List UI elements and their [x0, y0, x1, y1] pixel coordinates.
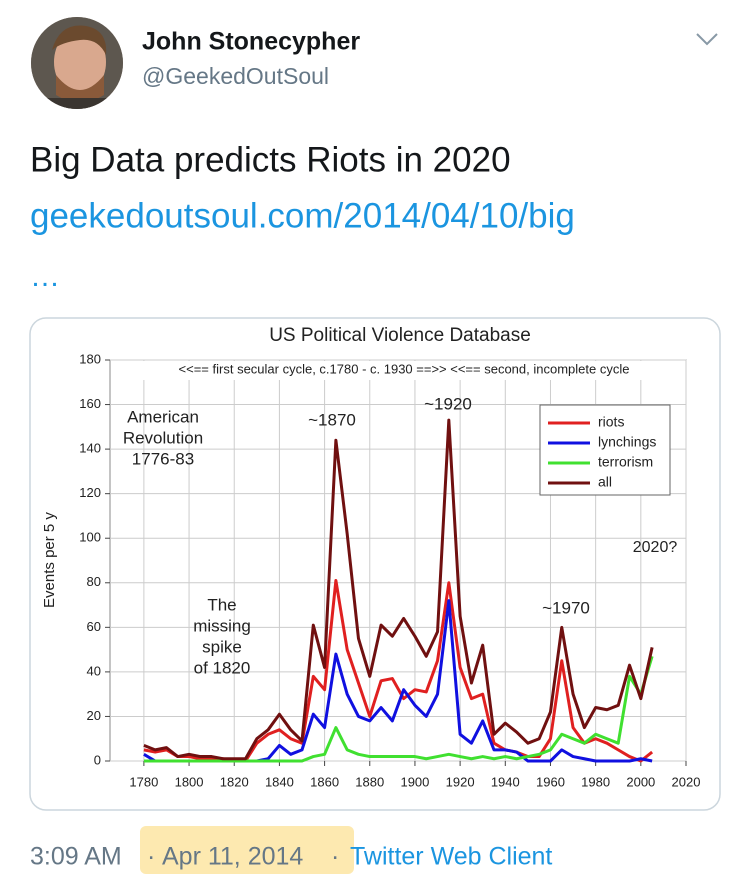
x-tick-label: 2020 [672, 774, 701, 789]
y-tick-label: 180 [79, 351, 101, 366]
separator: · [147, 843, 155, 871]
avatar[interactable] [30, 15, 125, 118]
y-tick-label: 40 [87, 663, 101, 678]
x-tick-label: 1860 [310, 774, 339, 789]
annotation: ~1870 [308, 410, 356, 429]
author-handle[interactable]: @GeekedOutSoul [142, 63, 329, 89]
tweet-text: Big Data predicts Riots in 2020 [30, 140, 511, 179]
annotation: spike [202, 637, 242, 656]
legend-label: riots [598, 414, 624, 430]
link-ellipsis[interactable]: … [30, 260, 60, 293]
annotation: American [127, 407, 199, 426]
y-tick-label: 100 [79, 530, 101, 545]
y-tick-label: 0 [94, 752, 101, 767]
legend-label: terrorism [598, 454, 653, 470]
y-tick-label: 120 [79, 485, 101, 500]
x-tick-label: 1800 [175, 774, 204, 789]
date-highlight [140, 826, 354, 874]
menu-caret[interactable] [696, 33, 718, 46]
x-tick-label: 1920 [446, 774, 475, 789]
x-tick-label: 1900 [400, 774, 429, 789]
y-tick-label: 140 [79, 441, 101, 456]
tweet-date: Apr 11, 2014 [162, 843, 303, 871]
tweet-time: 3:09 AM [30, 843, 122, 871]
chart-title: US Political Violence Database [269, 325, 531, 346]
annotation: ~1920 [424, 394, 472, 413]
annotation-box [122, 361, 684, 380]
x-tick-label: 2000 [626, 774, 655, 789]
tweet-client[interactable]: Twitter Web Client [350, 843, 552, 871]
separator: · [331, 843, 339, 871]
annotation: Revolution [123, 428, 203, 447]
tweet-link[interactable]: geekedoutsoul.com/2014/04/10/big [30, 196, 575, 235]
x-tick-label: 1940 [491, 774, 520, 789]
series-line [143, 418, 654, 761]
annotation: 2020? [633, 539, 678, 556]
y-tick-label: 80 [87, 574, 101, 589]
y-axis-label: Events per 5 y [41, 512, 58, 608]
x-tick-label: 1960 [536, 774, 565, 789]
legend-box [539, 404, 671, 496]
annotation: of 1820 [194, 658, 251, 677]
x-tick-label: 1880 [355, 774, 384, 789]
legend-label: all [598, 474, 612, 490]
y-tick-label: 60 [87, 619, 101, 634]
chart: US Political Violence Database Events per… [41, 325, 700, 789]
x-tick-label: 1840 [265, 774, 294, 789]
x-tick-label: 1980 [581, 774, 610, 789]
annotation: missing [193, 616, 251, 635]
y-tick-label: 160 [79, 396, 101, 411]
legend-label: lynchings [598, 434, 656, 450]
x-tick-label: 1820 [220, 774, 249, 789]
x-tick-label: 1780 [129, 774, 158, 789]
annotation: The [207, 595, 236, 614]
annotation: 1776-83 [132, 449, 194, 468]
annotation: <<== first secular cycle, c.1780 - c. 19… [179, 361, 630, 376]
y-tick-label: 20 [87, 708, 101, 723]
series-line [143, 655, 654, 763]
annotation: ~1970 [542, 598, 590, 617]
author-name[interactable]: John Stonecypher [142, 28, 360, 56]
